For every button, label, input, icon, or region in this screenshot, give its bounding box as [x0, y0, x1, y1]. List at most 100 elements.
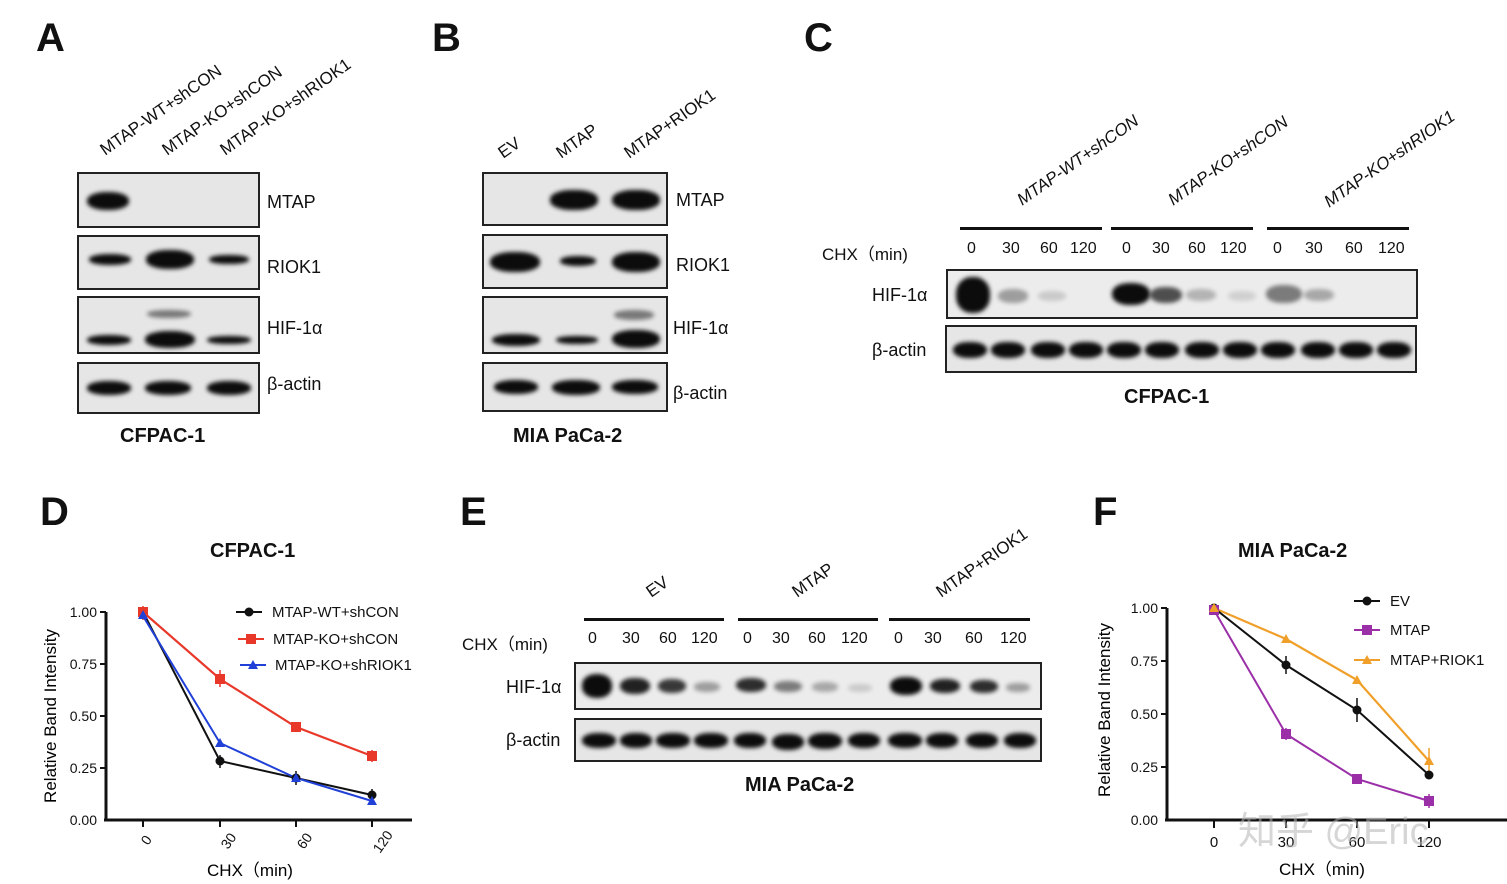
blot-riok1 — [77, 235, 260, 290]
panel-letter-e: E — [460, 490, 487, 534]
y-tick: 0.25 — [1131, 759, 1158, 775]
blot-label: β-actin — [872, 340, 927, 360]
timepoint: 30 — [1152, 240, 1170, 257]
blot-mtap — [482, 172, 668, 226]
timepoint: 120 — [841, 630, 868, 647]
panel-letter-a: A — [36, 16, 65, 60]
cell-line-label: MIA PaCa-2 — [745, 774, 855, 796]
lane-label: MTAP — [552, 120, 602, 163]
y-axis-label: Relative Band Intensity — [1095, 623, 1114, 797]
legend-item: MTAP+RIOK1 — [1390, 652, 1484, 669]
panel-letter-c: C — [804, 16, 833, 60]
chx-label: CHX（min) — [822, 245, 908, 264]
legend-item: MTAP-WT+shCON — [272, 604, 399, 621]
cell-line-label: MIA PaCa-2 — [513, 425, 623, 447]
blot-beta-actin — [945, 325, 1417, 373]
group-bar — [960, 227, 1102, 230]
timepoint: 60 — [1345, 240, 1363, 257]
group-bar — [1267, 227, 1409, 230]
y-tick: 0.75 — [70, 656, 97, 672]
x-tick: 60 — [293, 830, 315, 852]
blot-beta-actin — [77, 362, 260, 414]
lane-label: EV — [494, 133, 525, 163]
timepoint: 120 — [1378, 240, 1405, 257]
timepoint: 30 — [1002, 240, 1020, 257]
group-bar — [889, 618, 1030, 621]
blot-label: HIF-1α — [506, 677, 562, 697]
timepoint: 0 — [588, 630, 597, 647]
timepoint: 60 — [965, 630, 983, 647]
y-tick: 0.25 — [70, 760, 97, 776]
legend-item: MTAP-KO+shRIOK1 — [275, 657, 412, 674]
y-tick: 0.00 — [70, 812, 97, 828]
blot-mtap — [77, 172, 260, 228]
timepoint: 120 — [1000, 630, 1027, 647]
timepoint: 0 — [967, 240, 976, 257]
x-tick: 30 — [1278, 834, 1295, 851]
panel-letter-d: D — [40, 490, 69, 534]
lane-label: MTAP+RIOK1 — [620, 85, 719, 163]
cell-line-label: CFPAC-1 — [1124, 386, 1210, 408]
blot-label: RIOK1 — [676, 255, 731, 275]
y-tick: 0.75 — [1131, 653, 1158, 669]
timepoint: 0 — [1122, 240, 1131, 257]
x-tick: 0 — [137, 832, 155, 848]
timepoint: 120 — [691, 630, 718, 647]
blot-label: MTAP — [267, 192, 316, 212]
panel-letter-b: B — [432, 16, 461, 60]
x-tick: 120 — [1416, 834, 1441, 851]
chart-title: MIA PaCa-2 — [1238, 540, 1348, 562]
y-tick: 1.00 — [70, 604, 97, 620]
chart-d: 1.00 0.75 0.50 0.25 0.00 0 30 60 120 CHX… — [41, 604, 412, 880]
x-tick: 120 — [369, 827, 396, 855]
blot-hif1a — [482, 296, 668, 354]
legend-item: EV — [1390, 593, 1410, 610]
group-label: MTAP — [788, 559, 838, 602]
chart-title: CFPAC-1 — [210, 540, 296, 562]
timepoint: 30 — [772, 630, 790, 647]
blot-label: HIF-1α — [872, 285, 928, 305]
y-tick: 0.00 — [1131, 812, 1158, 828]
blot-label: HIF-1α — [673, 318, 729, 338]
blot-beta-actin — [574, 718, 1042, 762]
blot-label: β-actin — [673, 383, 728, 403]
blot-label: β-actin — [267, 374, 322, 394]
timepoint: 60 — [808, 630, 826, 647]
y-axis-label: Relative Band Intensity — [41, 629, 60, 803]
timepoint: 30 — [1305, 240, 1323, 257]
group-label: MTAP-WT+shCON — [1013, 111, 1143, 210]
x-tick: 60 — [1349, 834, 1366, 851]
y-tick: 0.50 — [70, 708, 97, 724]
x-tick: 30 — [217, 830, 239, 852]
legend-item: MTAP-KO+shCON — [273, 631, 398, 648]
group-label: EV — [642, 572, 673, 602]
timepoint: 30 — [924, 630, 942, 647]
timepoint: 0 — [1273, 240, 1282, 257]
blot-beta-actin — [482, 362, 668, 412]
group-bar — [738, 618, 878, 621]
group-label: MTAP-KO+shCON — [1164, 112, 1292, 210]
timepoint: 60 — [659, 630, 677, 647]
timepoint: 60 — [1188, 240, 1206, 257]
x-tick: 0 — [1210, 834, 1218, 851]
cell-line-label: CFPAC-1 — [120, 425, 206, 447]
group-bar — [1111, 227, 1253, 230]
blot-hif1a — [946, 269, 1418, 319]
timepoint: 120 — [1070, 240, 1097, 257]
group-label: MTAP-KO+shRIOK1 — [1320, 106, 1459, 212]
watermark: 知乎 @Eric — [1238, 811, 1429, 853]
group-bar — [584, 618, 724, 621]
blot-label: MTAP — [676, 190, 725, 210]
legend-item: MTAP — [1390, 622, 1431, 639]
blot-riok1 — [482, 234, 668, 289]
timepoint: 0 — [894, 630, 903, 647]
chart-f: 1.00 0.75 0.50 0.25 0.00 0 30 60 120 CHX… — [1095, 593, 1507, 879]
y-tick: 1.00 — [1131, 600, 1158, 616]
blot-label: HIF-1α — [267, 318, 323, 338]
x-axis-label: CHX（min) — [1279, 860, 1365, 879]
blot-label: RIOK1 — [267, 257, 322, 277]
y-tick: 0.50 — [1131, 706, 1158, 722]
chx-label: CHX（min) — [462, 635, 548, 654]
timepoint: 120 — [1220, 240, 1247, 257]
group-label: MTAP+RIOK1 — [932, 524, 1031, 602]
